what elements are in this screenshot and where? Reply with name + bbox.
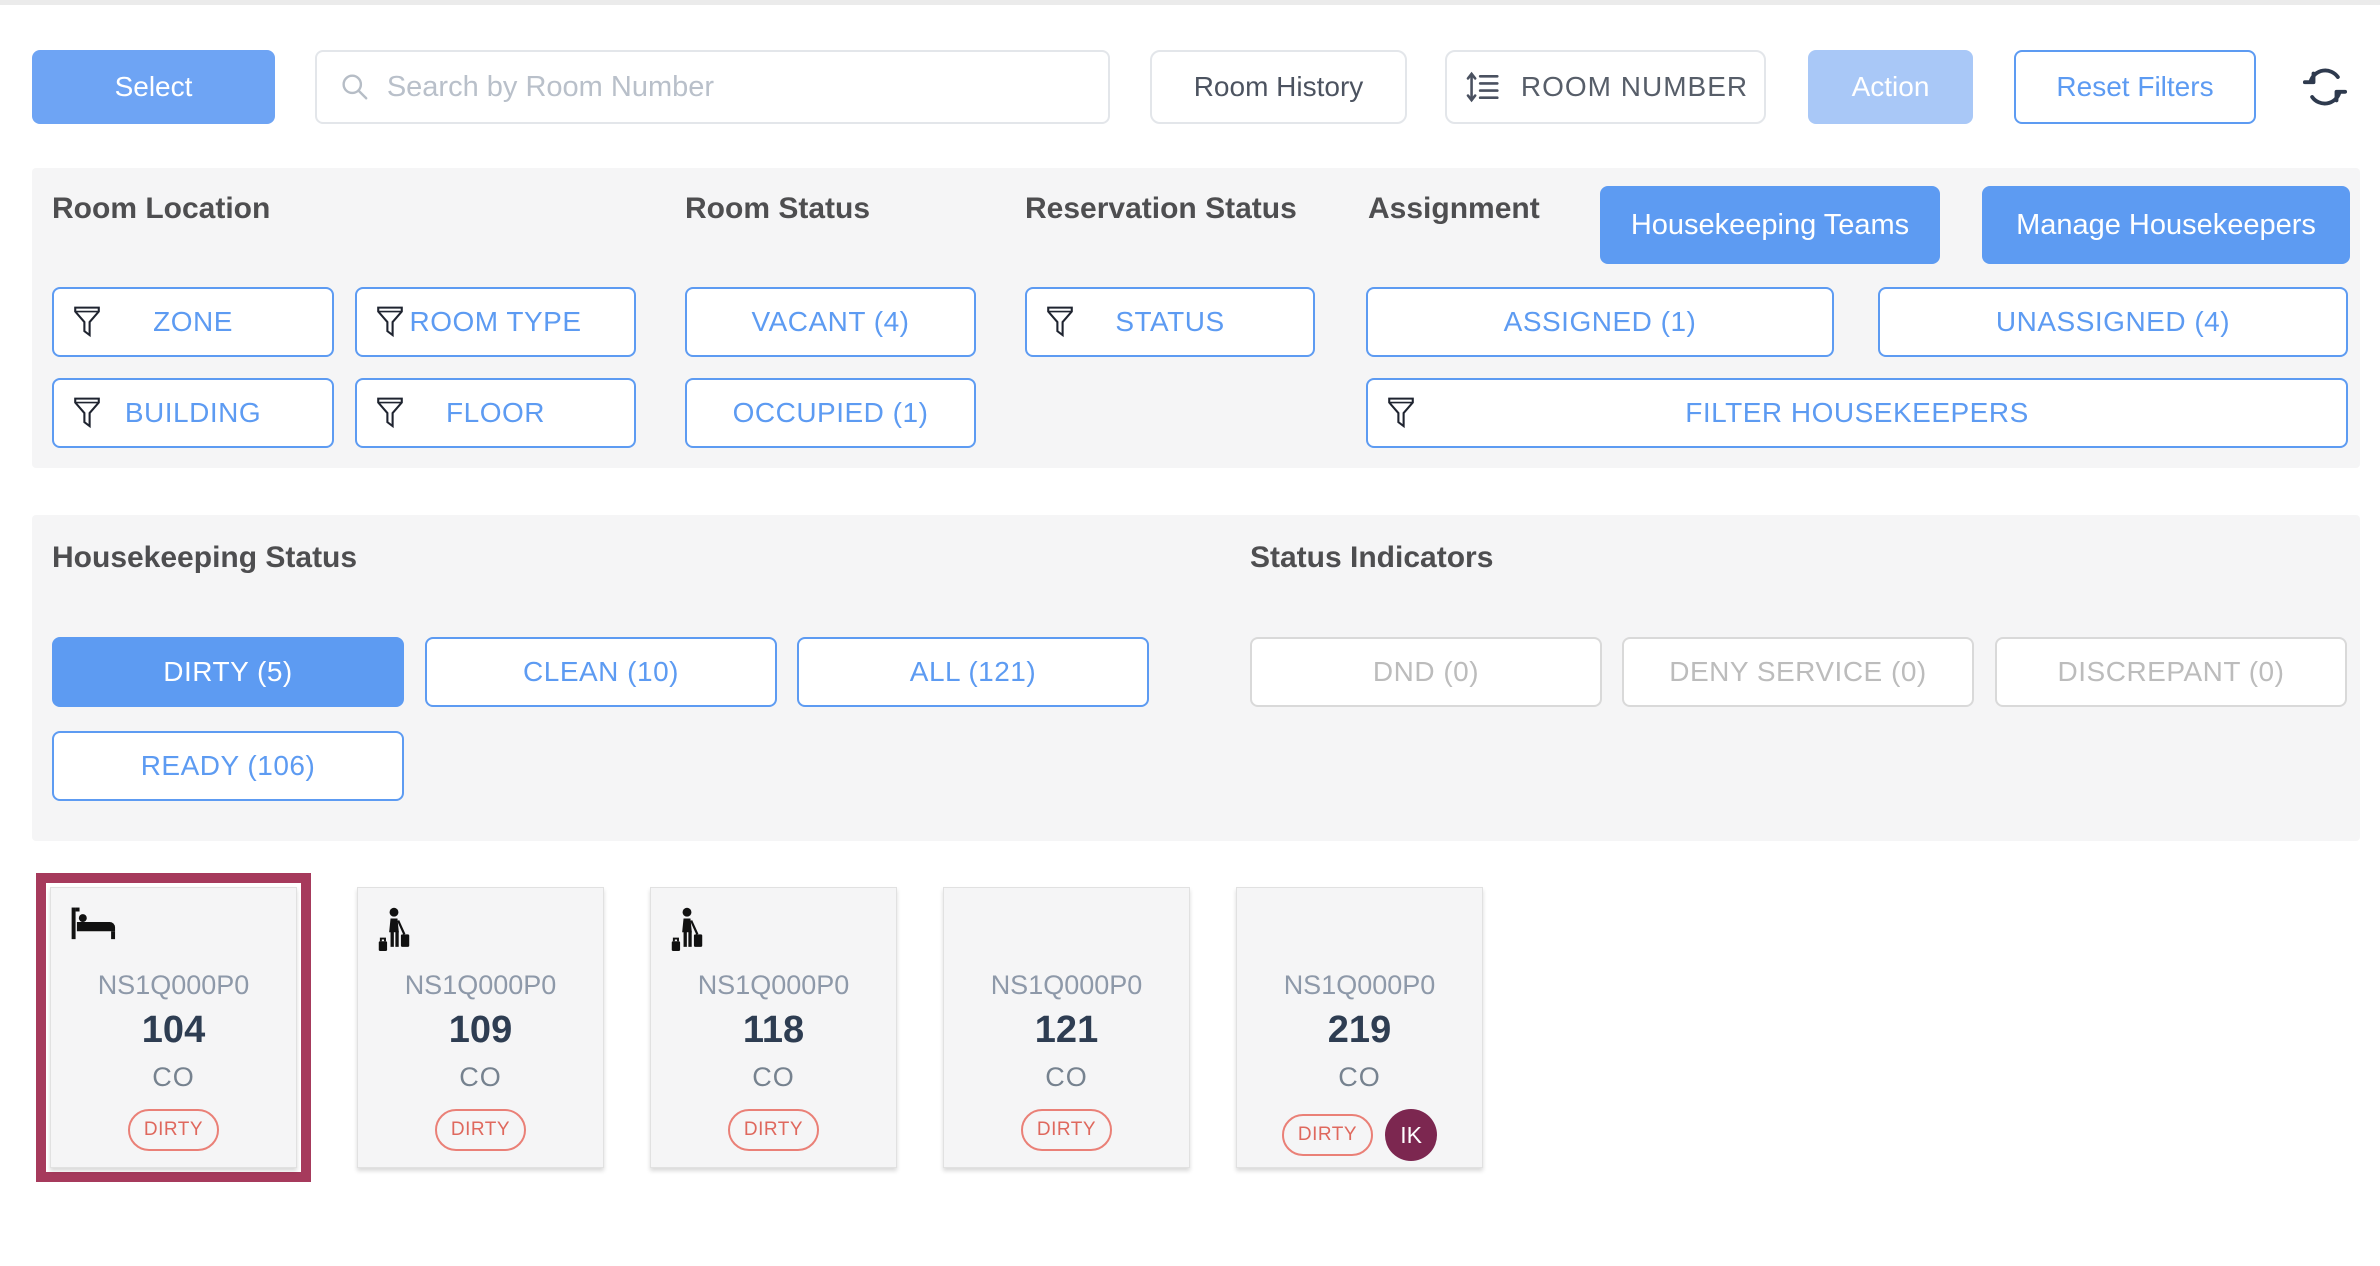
vacant-filter-button[interactable]: VACANT (4) xyxy=(685,287,976,357)
bed-icon xyxy=(71,907,116,940)
selected-room-outline: NS1Q000P0 104 CO DIRTY xyxy=(36,873,311,1182)
refresh-icon xyxy=(2302,68,2348,106)
reset-filters-button[interactable]: Reset Filters xyxy=(2014,50,2256,124)
filter-funnel-icon xyxy=(1388,397,1414,429)
sort-by-button[interactable]: ROOM NUMBER xyxy=(1445,50,1766,124)
dirty-status-badge: DIRTY xyxy=(727,1109,820,1151)
reservation-status-code: CO xyxy=(1338,1062,1381,1092)
room-card-219[interactable]: NS1Q000P0 219 CO DIRTY IK xyxy=(1236,887,1483,1168)
filter-funnel-icon xyxy=(377,397,403,429)
vacant-filter-label: VACANT (4) xyxy=(751,306,910,337)
room-history-button[interactable]: Room History xyxy=(1150,50,1407,124)
room-code: NS1Q000P0 xyxy=(97,970,250,1000)
action-button[interactable]: Action xyxy=(1808,50,1973,124)
sort-by-label: ROOM NUMBER xyxy=(1520,71,1749,102)
all-filter-button[interactable]: ALL (121) xyxy=(797,637,1149,707)
building-filter-label: BUILDING xyxy=(124,397,262,428)
room-number: 118 xyxy=(742,1009,805,1051)
room-code: NS1Q000P0 xyxy=(404,970,557,1000)
room-card-grid: NS1Q000P0 104 CO DIRTY NS1Q000P0 109 CO … xyxy=(36,873,2380,1182)
filter-funnel-icon xyxy=(377,306,403,338)
reservation-status-code: CO xyxy=(459,1062,502,1092)
filter-funnel-icon xyxy=(74,397,100,429)
room-code: NS1Q000P0 xyxy=(1283,970,1436,1000)
reservation-status-code: CO xyxy=(752,1062,795,1092)
filter-panel: Room Location Room Status Reservation St… xyxy=(32,168,2360,468)
sort-order-icon xyxy=(1466,71,1499,103)
dirty-status-badge: DIRTY xyxy=(127,1109,220,1151)
unassigned-filter-button[interactable]: UNASSIGNED (4) xyxy=(1878,287,2348,357)
guest-with-luggage-icon xyxy=(378,907,410,951)
assigned-filter-button[interactable]: ASSIGNED (1) xyxy=(1366,287,1834,357)
floor-filter-label: FLOOR xyxy=(446,397,545,428)
dirty-status-badge: DIRTY xyxy=(1281,1114,1374,1156)
assignment-heading: Assignment xyxy=(1368,192,1540,225)
reservation-status-heading: Reservation Status xyxy=(1025,192,1297,225)
occupied-filter-label: OCCUPIED (1) xyxy=(732,397,929,428)
room-location-heading: Room Location xyxy=(52,192,271,225)
clean-filter-button[interactable]: CLEAN (10) xyxy=(425,637,777,707)
select-button[interactable]: Select xyxy=(32,50,275,124)
discrepant-indicator-button[interactable]: DISCREPANT (0) xyxy=(1995,637,2347,707)
zone-filter-label: ZONE xyxy=(153,306,233,337)
filter-housekeepers-label: FILTER HOUSEKEEPERS xyxy=(1685,397,2029,428)
room-card-118[interactable]: NS1Q000P0 118 CO DIRTY xyxy=(650,887,897,1168)
search-icon xyxy=(342,74,368,100)
reservation-status-filter-label: STATUS xyxy=(1115,306,1225,337)
filter-housekeepers-button[interactable]: FILTER HOUSEKEEPERS xyxy=(1366,378,2348,448)
dirty-status-badge: DIRTY xyxy=(1020,1109,1113,1151)
deny-service-indicator-button[interactable]: DENY SERVICE (0) xyxy=(1622,637,1974,707)
housekeeping-status-panel: Housekeeping Status Status Indicators DI… xyxy=(32,515,2360,841)
building-filter-button[interactable]: BUILDING xyxy=(52,378,334,448)
housekeeper-avatar[interactable]: IK xyxy=(1385,1109,1438,1161)
unassigned-filter-label: UNASSIGNED (4) xyxy=(1995,306,2231,337)
room-type-filter-button[interactable]: ROOM TYPE xyxy=(355,287,636,357)
reservation-status-filter-button[interactable]: STATUS xyxy=(1025,287,1315,357)
housekeeping-status-heading: Housekeeping Status xyxy=(52,541,358,574)
guest-with-luggage-icon xyxy=(671,907,703,951)
room-number: 104 xyxy=(141,1009,206,1051)
room-number: 219 xyxy=(1327,1009,1392,1051)
filter-funnel-icon xyxy=(74,306,100,338)
room-status-heading: Room Status xyxy=(685,192,871,225)
ready-filter-button[interactable]: READY (106) xyxy=(52,731,404,801)
zone-filter-button[interactable]: ZONE xyxy=(52,287,334,357)
refresh-button[interactable] xyxy=(2302,64,2348,110)
room-number: 121 xyxy=(1034,1009,1099,1051)
status-indicators-heading: Status Indicators xyxy=(1250,541,1494,574)
room-card-109[interactable]: NS1Q000P0 109 CO DIRTY xyxy=(357,887,604,1168)
assigned-filter-label: ASSIGNED (1) xyxy=(1503,306,1697,337)
room-card-104[interactable]: NS1Q000P0 104 CO DIRTY xyxy=(50,887,297,1168)
room-code: NS1Q000P0 xyxy=(990,970,1143,1000)
room-search-box[interactable] xyxy=(315,50,1110,124)
housekeeping-teams-button[interactable]: Housekeeping Teams xyxy=(1600,186,1940,264)
page-top-divider xyxy=(0,0,2380,5)
filter-funnel-icon xyxy=(1047,306,1073,338)
room-number: 109 xyxy=(448,1009,513,1051)
dirty-filter-button[interactable]: DIRTY (5) xyxy=(52,637,404,707)
reservation-status-code: CO xyxy=(1045,1062,1088,1092)
dirty-status-badge: DIRTY xyxy=(434,1109,527,1151)
dnd-indicator-button[interactable]: DND (0) xyxy=(1250,637,1602,707)
floor-filter-button[interactable]: FLOOR xyxy=(355,378,636,448)
toolbar: Select Room History ROOM NUMBER Action R… xyxy=(32,50,2380,124)
reservation-status-code: CO xyxy=(152,1062,195,1092)
manage-housekeepers-button[interactable]: Manage Housekeepers xyxy=(1982,186,2350,264)
room-code: NS1Q000P0 xyxy=(697,970,850,1000)
room-type-filter-label: ROOM TYPE xyxy=(409,306,582,337)
occupied-filter-button[interactable]: OCCUPIED (1) xyxy=(685,378,976,448)
room-card-121[interactable]: NS1Q000P0 121 CO DIRTY xyxy=(943,887,1190,1168)
search-input[interactable] xyxy=(386,70,1086,104)
